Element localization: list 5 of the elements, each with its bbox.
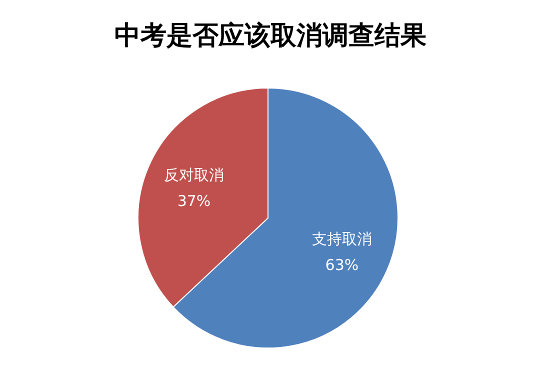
slice-label: 反对取消 (164, 166, 224, 184)
slice-label: 支持取消 (312, 230, 372, 248)
data-label: 63% (325, 256, 359, 274)
data-label: 37% (177, 192, 211, 210)
chart-title: 中考是否应该取消调查结果 (114, 21, 426, 51)
